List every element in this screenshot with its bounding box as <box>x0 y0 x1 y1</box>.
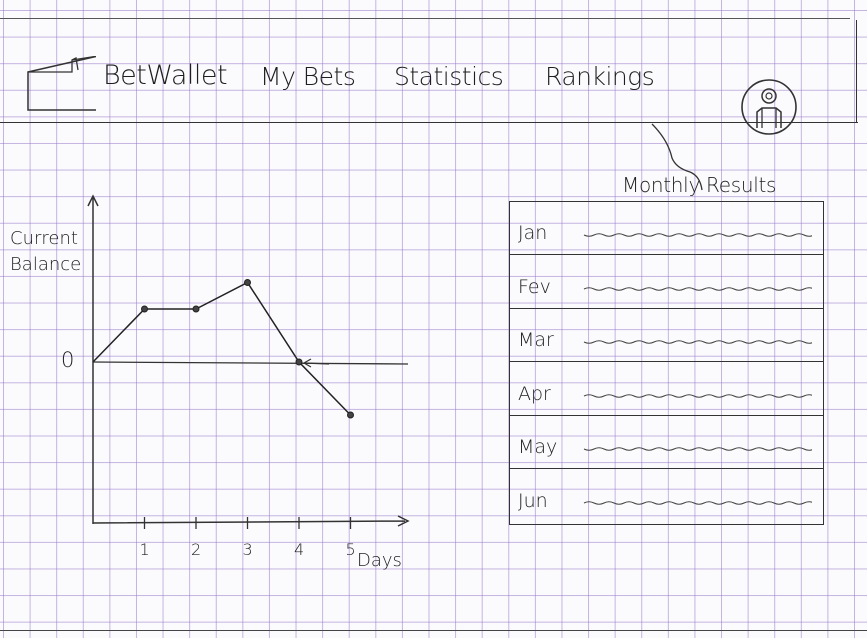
result-placeholder-scribble <box>583 393 812 398</box>
month-label: Mar <box>518 329 554 351</box>
chart-data-point <box>295 358 303 366</box>
chart-y-axis-label: Current Balance <box>10 228 82 276</box>
nav-rankings[interactable]: Rankings <box>545 62 655 91</box>
chart-annotation-arrow <box>302 358 330 368</box>
nav-statistics[interactable]: Statistics <box>394 62 504 91</box>
monthly-results-row[interactable]: May <box>510 416 823 469</box>
month-label: Fev <box>518 275 551 298</box>
top-navigation-bar <box>0 20 857 135</box>
chart-data-point <box>244 279 251 286</box>
wallet-icon[interactable] <box>26 56 96 112</box>
chart-x-tick-label: 4 <box>294 540 305 559</box>
monthly-results-row[interactable]: Mar <box>510 309 823 362</box>
monthly-results-row[interactable]: Jun <box>510 470 823 523</box>
monthly-results-title: Monthly Results <box>622 173 777 197</box>
result-placeholder-scribble <box>583 233 812 237</box>
chart-x-tick-label: 2 <box>191 540 202 559</box>
chart-data-point <box>192 305 200 313</box>
user-avatar-icon[interactable] <box>740 78 798 136</box>
nav-my-bets[interactable]: My Bets <box>260 62 356 91</box>
result-placeholder-scribble <box>583 340 812 344</box>
chart-x-tick-label: 3 <box>242 540 253 559</box>
bottom-border <box>0 630 867 631</box>
monthly-results-row[interactable]: Apr <box>510 363 823 416</box>
header-bottom-border <box>0 122 858 123</box>
chart-data-point <box>141 305 148 313</box>
brand-logo-text[interactable]: BetWallet <box>103 60 228 91</box>
chart-x-axis <box>92 515 410 527</box>
chart-x-tick-label: 1 <box>139 540 150 559</box>
result-placeholder-scribble <box>583 286 812 291</box>
month-label: Jun <box>518 489 548 512</box>
chart-y-tick-label: 0 <box>61 348 75 372</box>
chart-data-point <box>347 411 354 419</box>
chart-zero-line <box>92 361 409 365</box>
result-placeholder-scribble <box>583 447 812 451</box>
chart-x-tick-label: 5 <box>345 540 356 559</box>
monthly-results-table: Jan Fev Mar Apr May Jun <box>509 201 824 525</box>
header-top-border <box>0 18 850 19</box>
chart-x-axis-label: Days <box>357 550 402 571</box>
month-label: Apr <box>518 382 551 405</box>
monthly-results-row[interactable]: Jan <box>510 202 823 255</box>
month-label: May <box>518 436 558 458</box>
monthly-results-row[interactable]: Fev <box>510 256 823 309</box>
result-placeholder-scribble <box>583 500 812 505</box>
chart-series-line <box>92 281 352 416</box>
month-label: Jan <box>518 222 548 244</box>
